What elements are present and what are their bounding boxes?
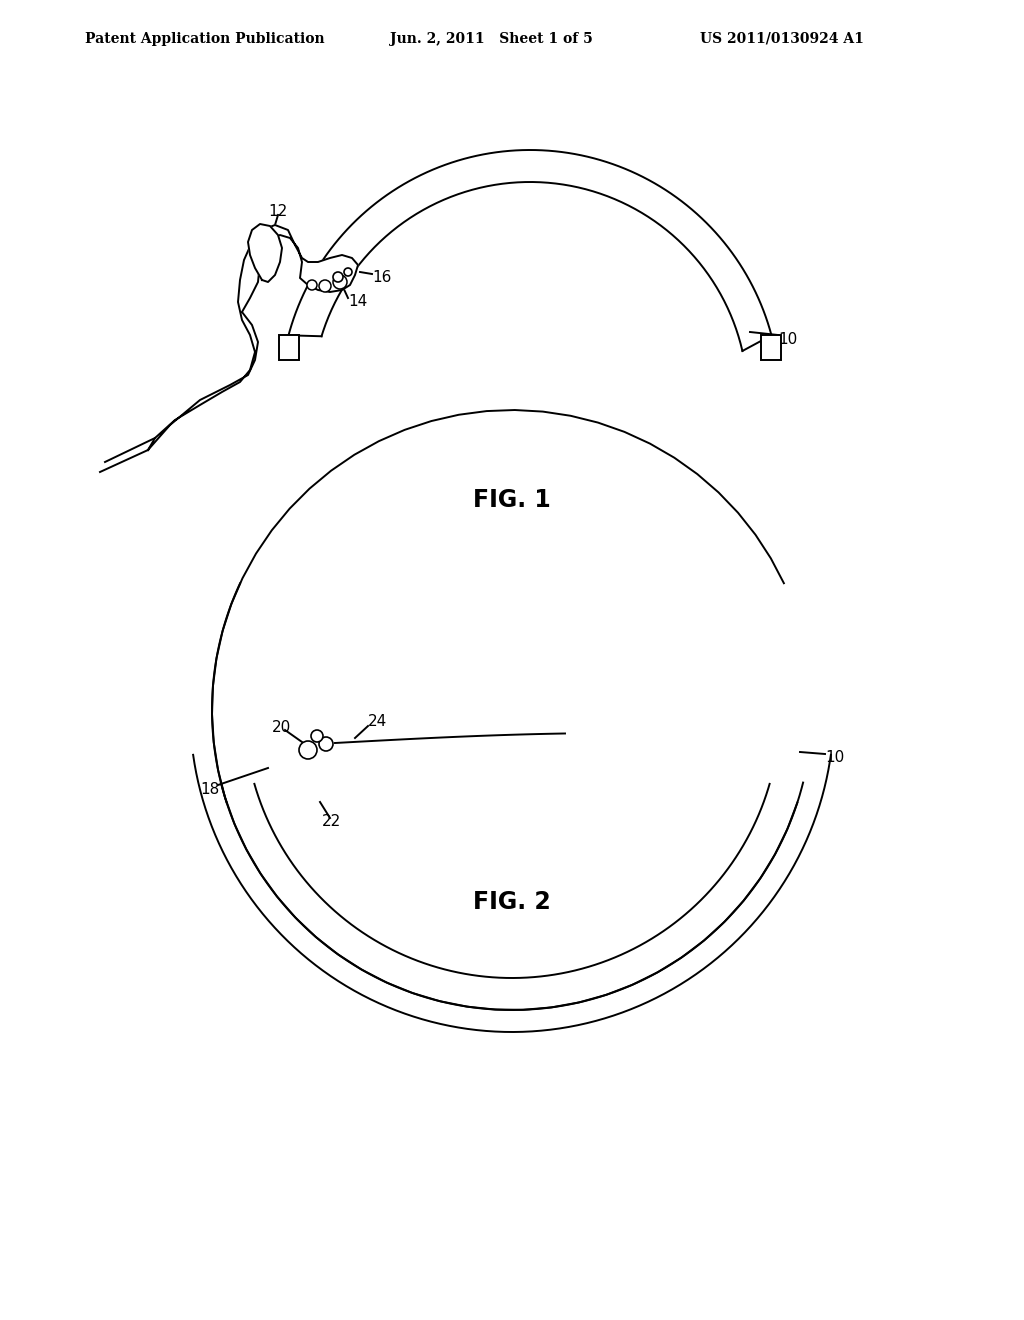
Text: US 2011/0130924 A1: US 2011/0130924 A1 [700, 32, 864, 46]
Circle shape [311, 730, 323, 742]
Text: 16: 16 [372, 271, 391, 285]
Text: Jun. 2, 2011   Sheet 1 of 5: Jun. 2, 2011 Sheet 1 of 5 [390, 32, 593, 46]
Text: 24: 24 [368, 714, 387, 730]
Text: 18: 18 [200, 783, 219, 797]
Polygon shape [148, 224, 358, 450]
Bar [762, 335, 781, 360]
Circle shape [344, 268, 352, 276]
Circle shape [333, 275, 347, 289]
Circle shape [333, 272, 343, 282]
Text: FIG. 2: FIG. 2 [473, 890, 551, 913]
Circle shape [299, 741, 317, 759]
Text: 10: 10 [825, 751, 844, 766]
Text: 22: 22 [322, 814, 341, 829]
Text: FIG. 1: FIG. 1 [473, 488, 551, 512]
Text: 14: 14 [348, 294, 368, 309]
Text: Patent Application Publication: Patent Application Publication [85, 32, 325, 46]
Text: 12: 12 [268, 205, 288, 219]
Text: 10: 10 [778, 333, 798, 347]
Bar [279, 335, 299, 360]
Circle shape [307, 280, 317, 290]
Polygon shape [248, 224, 282, 282]
Circle shape [319, 280, 331, 292]
Text: 20: 20 [272, 721, 291, 735]
Circle shape [319, 737, 333, 751]
